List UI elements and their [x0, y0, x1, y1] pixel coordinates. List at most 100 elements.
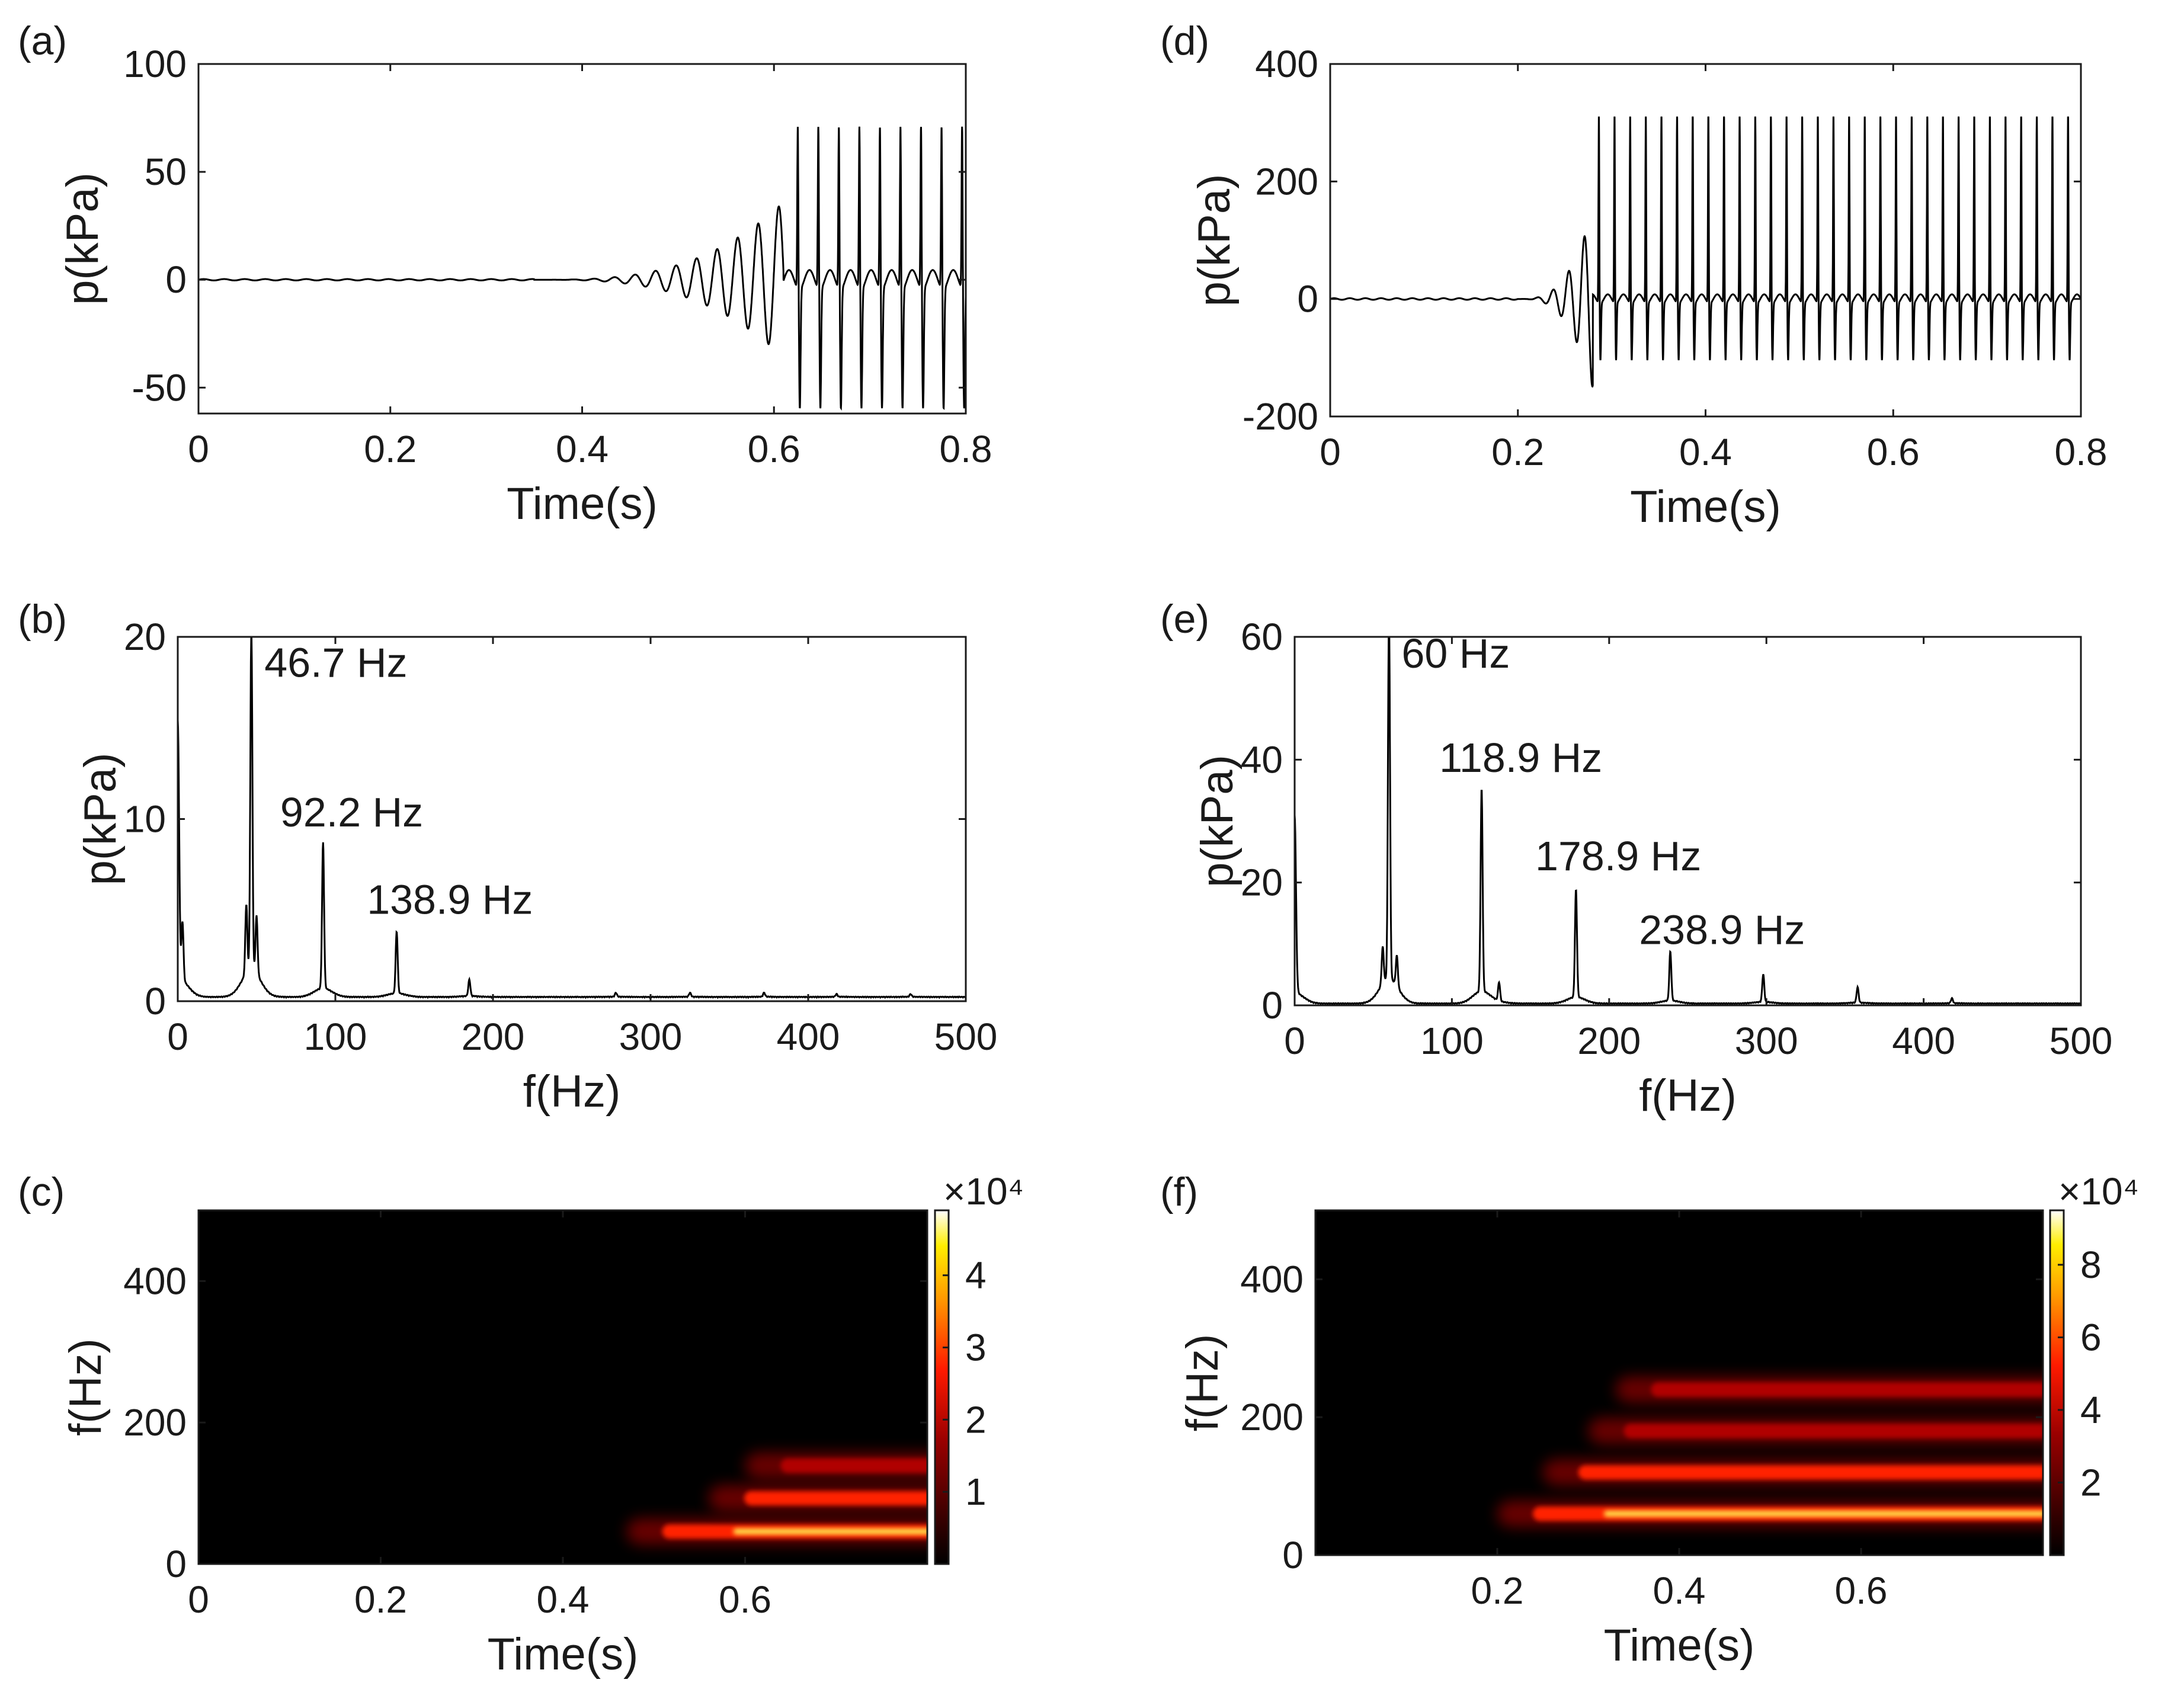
colorbar-tick-label: 8: [2080, 1244, 2102, 1286]
y-tick-label: 0: [165, 258, 187, 301]
y-tick-label: 0: [1282, 1534, 1304, 1576]
y-tick-label: 40: [1241, 738, 1283, 781]
y-axis-label: p(kPa): [57, 172, 108, 305]
band-peak-0: [733, 1528, 927, 1535]
y-axis-label: f(Hz): [1177, 1334, 1228, 1432]
y-tick-label: -50: [132, 366, 187, 409]
x-tick-label: 300: [619, 1015, 683, 1058]
panel-label: (b): [18, 597, 67, 642]
x-tick-label: 200: [1577, 1020, 1641, 1062]
panel-c: (c) 1 2 3 4 ×10⁴ 0 0.2 0.4 0.6 0 200 400 Time(s) f(Hz): [18, 1169, 1024, 1680]
x-tick-label: 0.2: [364, 428, 417, 470]
panel-label: (f): [1160, 1169, 1198, 1214]
panel-label: (a): [18, 18, 67, 63]
peak-annotation: 60 Hz: [1401, 630, 1510, 677]
colorbar-tick-label: 1: [965, 1470, 987, 1513]
x-tick-label: 0.6: [748, 428, 800, 470]
y-tick-label: 50: [145, 150, 187, 193]
y-tick-label: 20: [124, 616, 166, 658]
x-tick-label: 0: [1320, 431, 1341, 473]
spectrum-trace: [1293, 636, 2081, 1006]
y-tick-label: 400: [1255, 43, 1318, 85]
x-tick-label: 0.6: [1867, 431, 1920, 473]
colorbar-tick-label: 4: [2080, 1389, 2102, 1431]
axes-frame: [1293, 636, 2082, 1007]
heatmap-bands: [626, 1453, 927, 1545]
panel-f: (f) 2 4 6 8 ×10⁴ 0.2 0.4 0.6 0 200 400 Time(s) f(Hz): [1160, 1169, 2139, 1671]
peak-annotation: 238.9 Hz: [1639, 906, 1805, 953]
x-tick-label: 0.2: [354, 1578, 407, 1621]
y-tick-label: 200: [123, 1401, 187, 1444]
y-tick-label: 0: [1261, 984, 1283, 1027]
x-axis-label: f(Hz): [1639, 1071, 1737, 1121]
y-axis-label: p(kPa): [1192, 755, 1242, 887]
band-core-1: [744, 1491, 927, 1505]
x-tick-label: 0.6: [1835, 1569, 1888, 1612]
y-tick-label: 10: [124, 798, 166, 841]
y-axis-label: f(Hz): [60, 1338, 111, 1436]
x-tick-label: 0.2: [1471, 1569, 1524, 1612]
x-tick-label: 0.2: [1491, 431, 1544, 473]
pressure-trace: [198, 126, 967, 411]
colorbar-exponent: ×10⁴: [2058, 1170, 2139, 1213]
x-axis-label: Time(s): [488, 1629, 639, 1680]
y-tick-label: 400: [123, 1259, 187, 1302]
x-tick-label: 0.4: [556, 428, 609, 470]
peak-annotation: 92.2 Hz: [280, 789, 423, 835]
x-tick-label: 100: [1420, 1020, 1484, 1062]
colorbar-frame: [934, 1209, 950, 1565]
y-tick-label: 0: [145, 980, 166, 1023]
spectrum-trace: [177, 636, 966, 999]
x-tick-label: 0.8: [940, 428, 992, 470]
x-tick-label: 0.8: [2055, 431, 2108, 473]
panel-b: (b) 0 100 200 300 400 500 0 10 20 f(Hz) p(kPa) 46.7 …: [18, 597, 997, 1117]
colorbar: [2050, 1210, 2064, 1555]
y-tick-label: 0: [1297, 278, 1318, 321]
colorbar-tick-label: 2: [2080, 1461, 2102, 1504]
x-tick-label: 0: [167, 1015, 188, 1058]
colorbar-exponent: ×10⁴: [943, 1170, 1024, 1213]
x-tick-label: 0.4: [537, 1578, 590, 1621]
x-tick-label: 0.6: [719, 1578, 771, 1621]
band-core-2: [780, 1459, 927, 1473]
x-tick-label: 500: [2049, 1020, 2113, 1062]
x-tick-label: 400: [777, 1015, 840, 1058]
colorbar-tick-label: 4: [965, 1254, 987, 1297]
x-tick-label: 100: [304, 1015, 367, 1058]
peak-annotation: 118.9 Hz: [1439, 735, 1602, 781]
x-tick-label: 0.4: [1679, 431, 1732, 473]
y-tick-label: 400: [1240, 1258, 1304, 1300]
band-core-3: [1651, 1382, 2043, 1397]
panel-label: (e): [1160, 597, 1209, 642]
x-tick-label: 500: [934, 1015, 998, 1058]
x-tick-label: 0: [188, 1578, 209, 1621]
axes-frame: [1329, 63, 2082, 418]
peak-annotation: 138.9 Hz: [367, 876, 533, 922]
y-tick-label: 200: [1255, 160, 1318, 203]
panel-label: (d): [1160, 18, 1209, 63]
y-tick-label: 100: [123, 43, 187, 85]
heatmap-bands: [1497, 1376, 2043, 1527]
x-tick-label: 0: [1284, 1020, 1305, 1062]
axes-frame: [197, 63, 967, 415]
x-tick-label: 0.4: [1653, 1569, 1706, 1612]
colorbar-frame: [2049, 1209, 2065, 1556]
y-tick-label: 20: [1241, 861, 1283, 904]
panel-label: (c): [18, 1169, 65, 1214]
pressure-trace: [1330, 116, 2082, 388]
y-axis-label: p(kPa): [75, 753, 126, 886]
y-tick-label: 200: [1240, 1396, 1304, 1438]
x-axis-label: Time(s): [1604, 1620, 1755, 1671]
y-tick-label: -200: [1242, 395, 1318, 438]
x-tick-label: 400: [1892, 1020, 1955, 1062]
colorbar-tick-label: 2: [965, 1398, 987, 1441]
colorbar: [935, 1210, 949, 1564]
colorbar-tick-label: 3: [965, 1326, 987, 1369]
band-core-1: [1578, 1465, 2043, 1480]
x-axis-label: Time(s): [1630, 482, 1781, 532]
peak-annotation: 178.9 Hz: [1535, 833, 1701, 879]
peak-annotation: 46.7 Hz: [264, 640, 407, 686]
